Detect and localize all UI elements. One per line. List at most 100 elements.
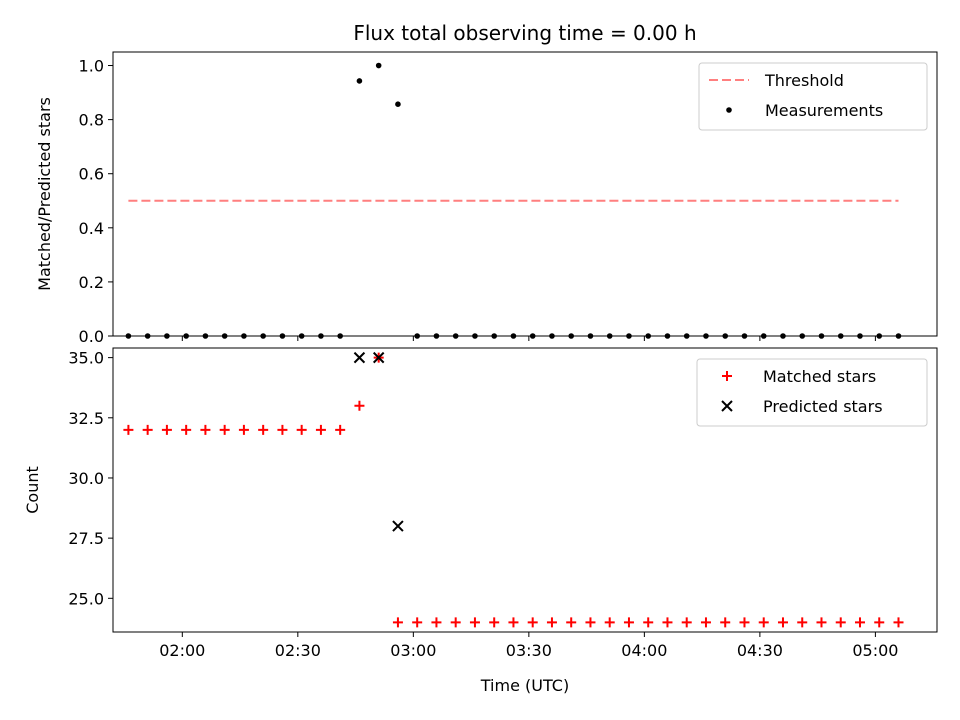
legend-item: Predicted stars (763, 397, 883, 416)
y-tick-label: 35.0 (68, 349, 104, 368)
matched-star-marker (854, 617, 865, 628)
matched-star-marker (161, 424, 172, 435)
matched-star-marker (585, 617, 596, 628)
legend-item: Measurements (765, 101, 883, 120)
matched-star-marker (238, 424, 249, 435)
measurement-point (799, 333, 806, 339)
x-tick-label: 02:00 (159, 641, 205, 660)
matched-star-marker (758, 617, 769, 628)
measurement-point (818, 333, 825, 339)
measurement-point (221, 333, 228, 339)
matched-star-marker (816, 617, 827, 628)
x-tick-label: 05:00 (852, 641, 898, 660)
plot-frame (112, 347, 938, 633)
x-tick-label: 03:30 (506, 641, 552, 660)
matched-star-marker (893, 617, 904, 628)
plot-area (125, 62, 902, 339)
measurement-point (452, 333, 459, 339)
matched-star-marker (797, 617, 808, 628)
matched-star-marker (720, 617, 731, 628)
matched-star-marker (604, 617, 615, 628)
matched-star-marker (219, 424, 230, 435)
predicted-star-marker (353, 351, 366, 364)
plot-frame (112, 51, 938, 337)
y-tick-label: 30.0 (68, 469, 104, 488)
measurement-point (164, 333, 170, 339)
matched-star-marker (200, 424, 211, 435)
measurement-point (529, 333, 536, 339)
matched-star-marker (643, 617, 654, 628)
matched-star-marker (566, 617, 577, 628)
measurement-point (645, 333, 652, 339)
matched-star-marker (469, 617, 480, 628)
measurement-point (125, 333, 132, 339)
x-tick-label: 04:00 (621, 641, 667, 660)
matched-star-marker (315, 424, 326, 435)
matched-star-marker (181, 424, 192, 435)
x-axis-label: Time (UTC) (480, 676, 569, 695)
measurement-point (298, 333, 305, 339)
matched-star-marker (681, 617, 692, 628)
matched-star-marker (777, 617, 788, 628)
matched-star-marker (489, 617, 500, 628)
matched-star-marker (123, 424, 134, 435)
measurement-point (626, 333, 632, 339)
x-tick-label: 02:30 (275, 641, 321, 660)
measurement-point (741, 333, 748, 339)
measurement-point (568, 333, 575, 339)
y-tick-label: 0.8 (79, 111, 104, 130)
matched-star-marker (739, 617, 750, 628)
x-tick-label: 04:30 (737, 641, 783, 660)
measurement-point (183, 333, 189, 339)
measurement-point (414, 333, 420, 339)
measurement-point (606, 333, 613, 339)
measurement-point (722, 333, 729, 339)
matched-star-marker (392, 617, 403, 628)
measurement-point (433, 333, 440, 339)
top-panel: 0.0 0.2 0.4 0.6 0.8 1.0 Matched/Predicted star… (35, 51, 938, 346)
matched-star-marker (662, 617, 673, 628)
matched-star-marker (450, 617, 461, 628)
measurement-point (683, 333, 690, 339)
legend-dot-swatch (726, 107, 732, 113)
measurement-point (837, 333, 844, 339)
legend-box (698, 62, 928, 131)
matched-star-marker (431, 617, 442, 628)
chart-title: Flux total observing time = 0.00 h (353, 21, 696, 45)
matched-star-marker (623, 617, 634, 628)
legend-box (696, 358, 928, 427)
legend-x-swatch (721, 400, 733, 412)
matched-star-marker (412, 617, 423, 628)
measurement-point (202, 333, 209, 339)
measurement-point (356, 78, 363, 84)
measurement-point (318, 333, 324, 339)
measurement-point (549, 333, 555, 339)
bottom-panel: 02:00 02:30 03:00 03:30 04:00 04:30 05:00 25.0 2… (23, 347, 938, 660)
plot-area (123, 351, 904, 628)
measurement-point (375, 62, 382, 69)
measurement-point (703, 333, 709, 339)
matched-star-marker (277, 424, 288, 435)
y-axis-label: Count (23, 466, 42, 514)
legend-item: Threshold (764, 71, 844, 90)
predicted-star-marker (372, 351, 385, 364)
legend-plus-swatch (722, 371, 732, 381)
y-tick-label: 25.0 (68, 589, 104, 608)
matched-star-marker (835, 617, 846, 628)
measurement-point (472, 333, 478, 339)
y-tick-label: 0.0 (79, 327, 104, 346)
y-tick-label: 0.2 (79, 273, 104, 292)
y-tick-label: 0.6 (79, 165, 104, 184)
matched-star-marker (700, 617, 711, 628)
y-tick-label: 27.5 (68, 529, 104, 548)
measurement-point (279, 333, 286, 339)
measurement-point (780, 333, 786, 339)
measurement-point (664, 333, 671, 339)
legend-item: Matched stars (763, 367, 876, 386)
measurement-point (587, 333, 594, 339)
measurement-point (760, 333, 767, 339)
matched-star-marker (142, 424, 153, 435)
measurement-point (491, 333, 497, 339)
matched-star-marker (296, 424, 307, 435)
